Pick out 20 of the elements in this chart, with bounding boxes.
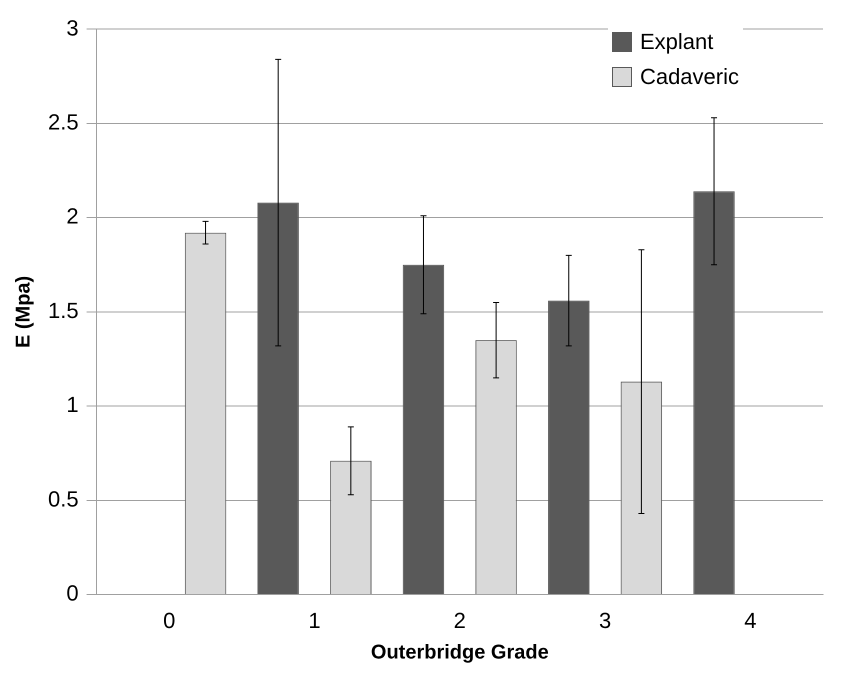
x-tick-label: 4 — [744, 608, 756, 633]
x-tick-label: 0 — [163, 608, 176, 633]
x-axis-title: Outerbridge Grade — [370, 642, 549, 664]
bar — [548, 300, 590, 594]
x-tick-label: 1 — [308, 608, 321, 633]
x-tick-label: 3 — [598, 608, 612, 633]
bar — [402, 264, 444, 594]
y-tick-label: 1.5 — [48, 298, 79, 323]
x-tick-label: 2 — [454, 608, 466, 633]
y-tick-label: 2.5 — [48, 109, 79, 134]
y-axis-title: E (Mpa) — [12, 276, 35, 348]
y-tick-label: 0 — [66, 580, 79, 606]
legend-label: Explant — [640, 28, 714, 56]
legend-label: Cadaveric — [640, 63, 739, 91]
y-tick-label: 1 — [66, 392, 79, 418]
y-tick-label: 3 — [66, 15, 79, 40]
y-tick-label: 0.5 — [48, 486, 79, 512]
bar — [693, 191, 735, 594]
y-tick-label: 2 — [66, 204, 79, 229]
bar — [257, 202, 299, 594]
